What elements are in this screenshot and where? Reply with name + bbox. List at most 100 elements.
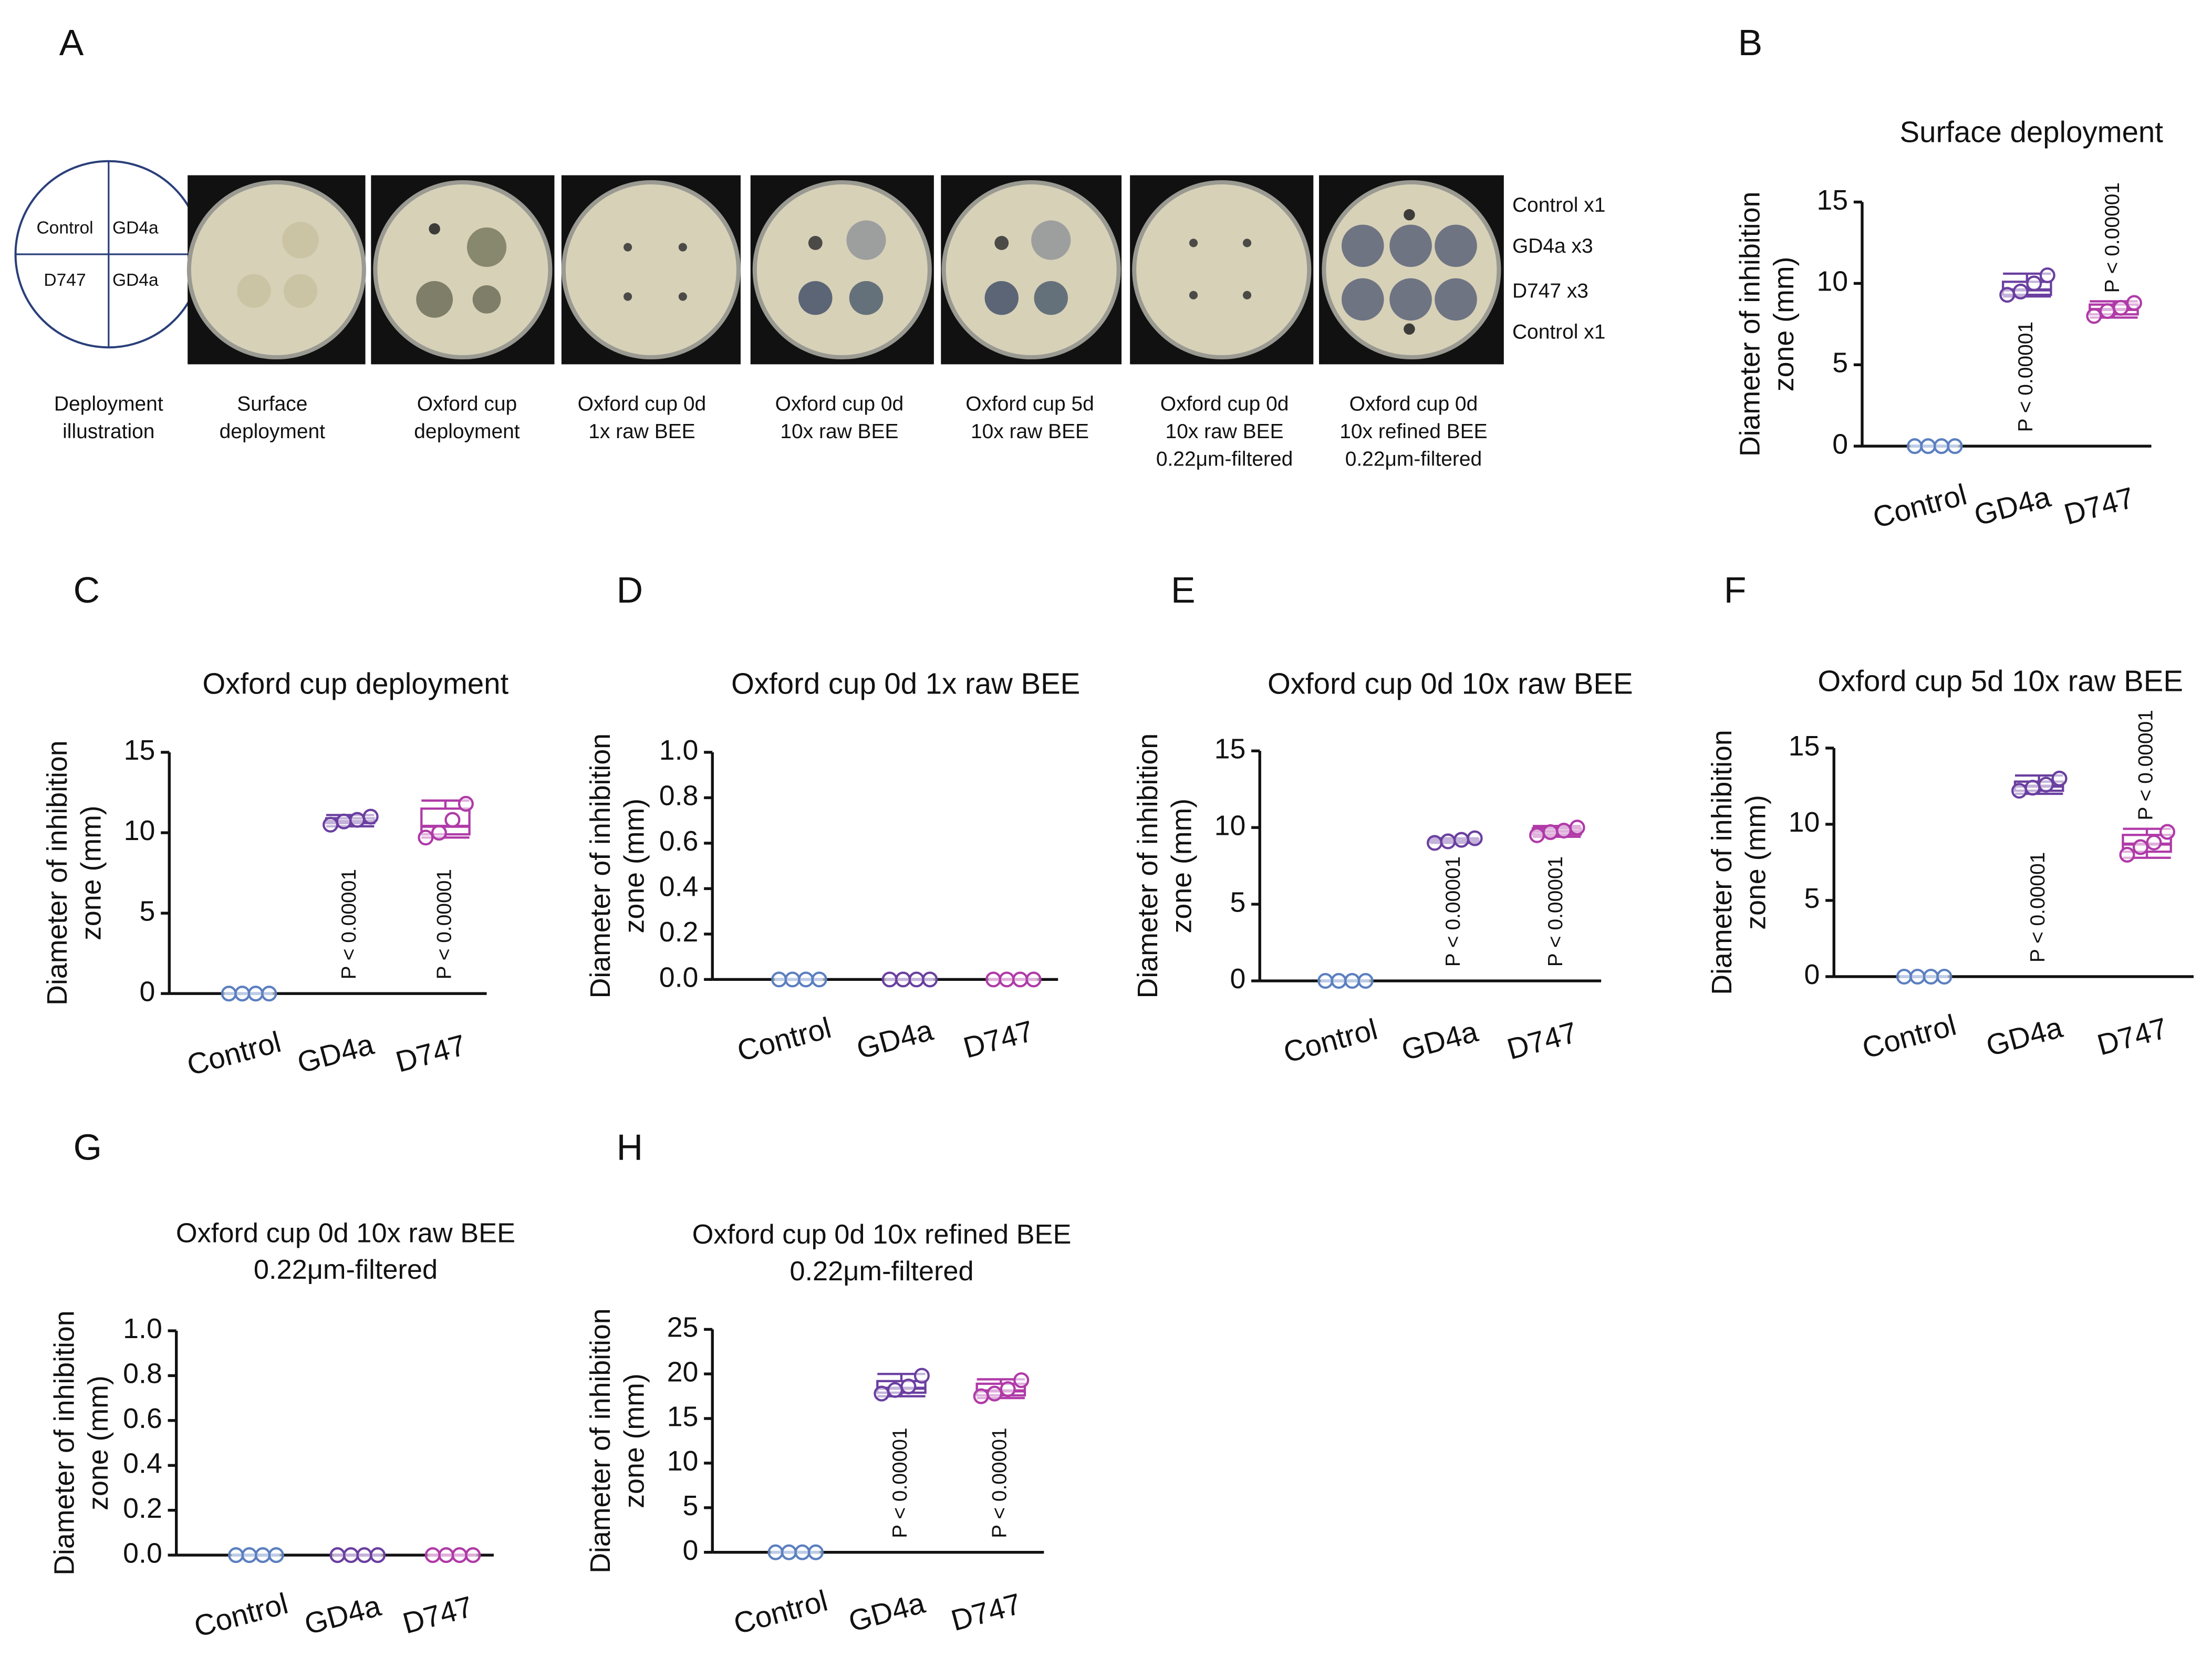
inhibition-zone bbox=[849, 281, 884, 315]
panel-letter: B bbox=[1738, 22, 1763, 63]
inhibition-zone bbox=[1189, 291, 1198, 299]
chart-title: Oxford cup 0d 10x raw BEE bbox=[176, 1218, 515, 1248]
panel-letter: F bbox=[1724, 569, 1747, 610]
data-point bbox=[1440, 833, 1456, 850]
data-point bbox=[1025, 971, 1042, 988]
p-value-annotation: P < 0.00001 bbox=[338, 869, 360, 979]
y-axis-label: Diameter of inhibition bbox=[1735, 192, 1766, 457]
data-point bbox=[2051, 770, 2068, 786]
data-point bbox=[336, 813, 352, 830]
inhibition-zone bbox=[416, 281, 453, 318]
data-point bbox=[349, 812, 366, 828]
inhibition-zone bbox=[678, 243, 687, 252]
y-tick-label: 0.2 bbox=[659, 916, 699, 948]
data-point bbox=[1947, 438, 1963, 454]
data-point bbox=[329, 1547, 346, 1563]
data-point bbox=[1529, 827, 1545, 843]
data-point bbox=[1896, 968, 1912, 985]
chart-title: 0.22μm-filtered bbox=[254, 1255, 438, 1285]
panel-letter: A bbox=[59, 22, 84, 63]
data-point bbox=[881, 971, 898, 988]
data-point bbox=[2012, 283, 2029, 299]
panel-letter: C bbox=[74, 569, 100, 610]
data-point bbox=[1331, 973, 1347, 989]
illustration-label: Control bbox=[36, 218, 93, 237]
panel-letter: D bbox=[617, 569, 643, 610]
y-tick-label: 5 bbox=[1804, 883, 1820, 914]
data-point bbox=[1357, 973, 1374, 989]
plate-caption: Oxford cup 0d bbox=[578, 393, 707, 416]
data-point bbox=[1317, 973, 1334, 989]
plate-caption: Deployment bbox=[54, 393, 163, 416]
chart-title: Oxford cup deployment bbox=[202, 667, 508, 700]
data-point bbox=[1923, 968, 1939, 985]
data-point bbox=[2113, 299, 2129, 316]
y-tick-label: 10 bbox=[1816, 266, 1848, 297]
y-axis-label: Diameter of inhibition bbox=[41, 740, 73, 1005]
data-point bbox=[362, 809, 379, 825]
y-tick-label: 0.8 bbox=[123, 1358, 162, 1390]
data-point bbox=[1936, 968, 1953, 985]
data-point bbox=[1933, 438, 1950, 454]
plate-caption: Oxford cup 0d bbox=[1160, 393, 1289, 416]
data-point bbox=[2132, 839, 2149, 855]
data-point bbox=[1453, 832, 1470, 848]
y-tick-label: 0.6 bbox=[659, 825, 699, 857]
y-axis-label: Diameter of inhibition bbox=[585, 1308, 616, 1573]
data-point bbox=[228, 1547, 244, 1563]
data-point bbox=[1906, 438, 1923, 454]
data-point bbox=[418, 830, 434, 846]
data-point bbox=[1344, 973, 1361, 989]
y-tick-label: 20 bbox=[667, 1356, 699, 1387]
data-point bbox=[1920, 438, 1936, 454]
inhibition-zone bbox=[994, 236, 1009, 250]
illustration-label: GD4a bbox=[112, 271, 159, 290]
p-value-annotation: P < 0.00001 bbox=[2027, 852, 2049, 962]
illustration-label: GD4a bbox=[112, 218, 159, 237]
data-point bbox=[2159, 824, 2176, 840]
p-value-annotation: P < 0.00001 bbox=[433, 869, 455, 979]
inhibition-zone bbox=[1031, 220, 1071, 260]
inhibition-zone bbox=[1243, 239, 1252, 247]
inhibition-zone bbox=[1341, 278, 1384, 321]
y-axis-label: zone (mm) bbox=[1740, 795, 1771, 930]
inhibition-zone bbox=[1034, 281, 1068, 315]
inhibition-zone bbox=[1243, 291, 1252, 299]
data-point bbox=[451, 1547, 468, 1563]
data-point bbox=[247, 986, 264, 1002]
panel-letter: E bbox=[1171, 569, 1196, 610]
plate-caption: 0.22μm-filtered bbox=[1345, 448, 1482, 470]
data-point bbox=[431, 825, 447, 841]
inhibition-zone bbox=[1389, 224, 1432, 267]
data-point bbox=[2086, 308, 2102, 324]
y-axis-label: zone (mm) bbox=[618, 1373, 650, 1508]
data-point bbox=[268, 1547, 284, 1563]
inhibition-zone bbox=[1435, 224, 1477, 267]
data-point bbox=[343, 1547, 359, 1563]
inhibition-zone bbox=[798, 281, 833, 315]
p-value-annotation: P < 0.00001 bbox=[2134, 710, 2157, 820]
data-point bbox=[1000, 1381, 1016, 1397]
inhibition-zone bbox=[624, 243, 632, 252]
y-tick-label: 25 bbox=[667, 1312, 699, 1343]
y-axis-label: zone (mm) bbox=[618, 799, 650, 934]
data-point bbox=[895, 971, 911, 988]
data-point bbox=[2038, 776, 2054, 793]
data-point bbox=[1556, 823, 1572, 839]
y-tick-label: 5 bbox=[140, 895, 155, 927]
y-tick-label: 0.6 bbox=[123, 1403, 162, 1434]
y-tick-label: 1.0 bbox=[123, 1313, 162, 1344]
y-tick-label: 0 bbox=[1230, 963, 1245, 995]
y-tick-label: 0 bbox=[682, 1535, 698, 1566]
y-tick-label: 15 bbox=[667, 1401, 699, 1432]
data-point bbox=[241, 1547, 257, 1563]
y-tick-label: 0 bbox=[1832, 428, 1848, 460]
plate-caption: deployment bbox=[220, 420, 325, 443]
y-axis-label: zone (mm) bbox=[1768, 257, 1800, 392]
inhibition-zone bbox=[1404, 323, 1415, 335]
plate-caption: 0.22μm-filtered bbox=[1156, 448, 1293, 470]
data-point bbox=[234, 986, 251, 1002]
inhibition-zone bbox=[1189, 239, 1198, 247]
inhibition-zone bbox=[1389, 278, 1432, 321]
data-point bbox=[2039, 267, 2055, 284]
